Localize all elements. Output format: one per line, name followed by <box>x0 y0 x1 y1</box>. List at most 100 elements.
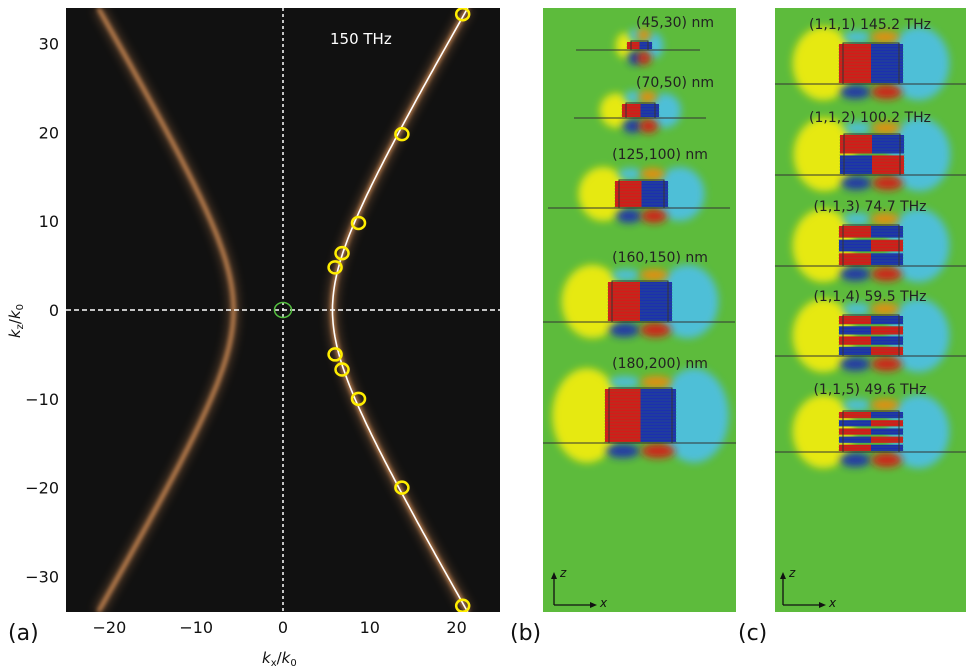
panel-label-a: (a) <box>8 621 39 646</box>
field-map-b: (70,50) nm <box>574 75 714 133</box>
field-band <box>840 135 872 154</box>
field-lobe <box>649 93 682 128</box>
mode-label: (1,1,5) 49.6 THz <box>813 382 926 398</box>
field-lobe <box>841 176 872 190</box>
field-band <box>840 155 872 174</box>
field-lobe <box>623 119 642 133</box>
mode-point <box>394 126 410 142</box>
field-band <box>871 239 903 252</box>
field-lobe <box>611 269 641 281</box>
field-lobe <box>842 303 872 315</box>
y-tick-label: 10 <box>39 212 59 231</box>
x-tick-label: 10 <box>360 618 380 637</box>
mode-label: (1,1,1) 145.2 THz <box>809 17 931 33</box>
field-band <box>608 282 640 321</box>
y-tick-label: 30 <box>39 35 59 54</box>
panel-label-c: (c) <box>738 621 767 646</box>
field-band <box>639 42 652 49</box>
field-lobe <box>871 85 902 99</box>
field-lobe <box>640 323 671 337</box>
field-band <box>871 420 903 427</box>
field-lobe <box>842 399 872 411</box>
field-map-c: (1,1,5) 49.6 THz <box>775 382 966 469</box>
field-map-b: (160,150) nm <box>543 250 735 339</box>
mode-label: (125,100) nm <box>612 147 708 163</box>
field-lobe <box>616 209 642 223</box>
field-lobe <box>618 168 643 180</box>
mode-point <box>334 362 350 377</box>
mode-label: (1,1,4) 59.5 THz <box>813 289 926 305</box>
field-map-b: (180,200) nm <box>543 356 736 463</box>
field-lobe <box>609 376 641 388</box>
y-tick-label: −10 <box>25 390 59 409</box>
field-lobe <box>639 269 669 281</box>
light-cone-point <box>273 301 293 319</box>
panel-c-field-maps: (1,1,1) 145.2 THz (1,1,2) 100.2 THz (1,1,3… <box>775 8 966 612</box>
mode-point <box>334 245 350 261</box>
field-lobe <box>639 119 658 133</box>
mode-point <box>350 391 367 407</box>
field-lobe <box>640 168 665 180</box>
field-map-c: (1,1,3) 74.7 THz <box>775 199 966 283</box>
mode-point <box>327 260 343 275</box>
field-band <box>839 436 871 443</box>
field-lobe <box>641 209 667 223</box>
field-map-c: (1,1,2) 100.2 THz <box>775 110 966 192</box>
field-lobe <box>609 323 640 337</box>
field-band <box>839 326 871 335</box>
field-band <box>839 226 871 238</box>
field-band <box>622 104 641 117</box>
field-lobe <box>871 357 902 371</box>
y-tick-label: −20 <box>25 479 59 498</box>
field-band <box>839 253 871 265</box>
field-band <box>871 226 903 238</box>
field-lobe <box>870 213 900 225</box>
x-tick-label: 0 <box>278 618 288 637</box>
field-lobe <box>637 51 651 65</box>
svg-text:x: x <box>828 596 837 610</box>
field-band <box>871 253 903 265</box>
field-band <box>640 104 659 117</box>
field-map-b: (125,100) nm <box>548 147 730 223</box>
field-map-c: (1,1,1) 145.2 THz <box>775 17 966 101</box>
field-map-c: (1,1,4) 59.5 THz <box>775 289 966 373</box>
field-band <box>871 44 903 83</box>
mode-label: (45,30) nm <box>636 15 714 31</box>
field-lobe <box>870 303 900 315</box>
field-band <box>871 436 903 443</box>
mode-point <box>350 215 367 231</box>
svg-text:z: z <box>788 566 796 580</box>
field-map-b: (45,30) nm <box>576 15 714 65</box>
mode-point <box>394 480 410 495</box>
field-band <box>839 412 871 419</box>
field-lobe <box>638 91 657 103</box>
mode-label: (70,50) nm <box>636 75 714 91</box>
field-band <box>872 135 904 154</box>
x-tick-label: 20 <box>446 618 466 637</box>
mode-point <box>454 598 471 612</box>
field-lobe <box>628 51 642 65</box>
field-lobe <box>644 32 664 59</box>
field-band <box>640 282 672 321</box>
field-lobe <box>840 85 871 99</box>
field-lobe <box>637 29 651 41</box>
field-lobe <box>840 267 871 281</box>
mode-label: (1,1,2) 100.2 THz <box>809 110 931 126</box>
field-lobe <box>606 444 640 458</box>
x-axis-title: kx/k0 <box>262 649 297 667</box>
mode-label: (180,200) nm <box>612 356 708 372</box>
field-lobe <box>871 122 901 134</box>
field-band <box>871 336 903 345</box>
field-band <box>627 42 640 49</box>
field-lobe <box>870 399 900 411</box>
field-lobe <box>640 376 672 388</box>
panel-label-b: (b) <box>510 621 541 646</box>
field-lobe <box>870 31 900 43</box>
svg-text:x: x <box>599 596 608 610</box>
svg-text:z: z <box>559 566 567 580</box>
field-band <box>871 444 903 451</box>
frequency-annotation: 150 THz <box>330 30 392 48</box>
field-lobe <box>871 453 902 467</box>
field-band <box>839 336 871 345</box>
